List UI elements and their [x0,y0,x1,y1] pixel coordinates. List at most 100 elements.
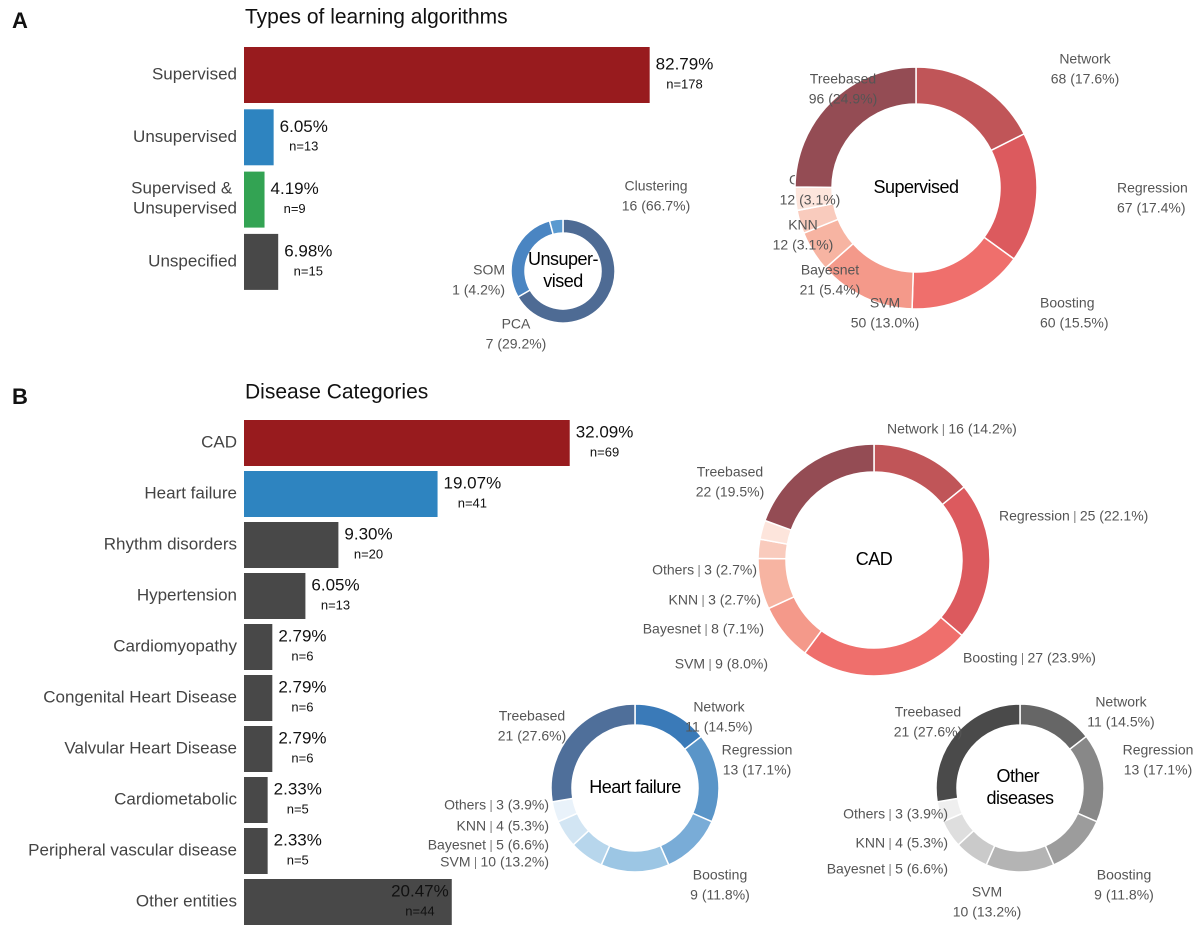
value-label: 2.79% [278,626,326,645]
donut-slice [763,443,875,531]
n-label: n=178 [666,76,703,91]
bar [244,828,268,874]
n-label: n=6 [291,699,313,714]
n-label: n=6 [291,648,313,663]
bar [244,726,273,772]
slice-value: 25 (22.1%) [1080,508,1148,524]
bar [244,675,273,721]
n-label: n=15 [294,263,323,278]
slice-label: Others [652,562,694,578]
slice-label: SVM [972,884,1002,900]
slice-label: Boosting [963,650,1017,666]
category-label: CAD [201,432,237,451]
slice-value: 12 (3.1%) [773,237,834,253]
value-label: 82.79% [656,54,714,73]
bar [244,777,268,823]
bar [244,109,274,166]
n-label: n=9 [284,201,306,216]
bar [244,624,273,670]
slice-label: SVM [440,854,470,870]
category-label: Heart failure [144,483,237,502]
value-label: 4.19% [271,179,319,198]
slice-label: Bayesnet [643,621,701,637]
value-label: 32.09% [576,422,634,441]
slice-value: 7 (29.2%) [486,336,547,352]
category-label: Congenital Heart Disease [43,687,237,706]
n-label: n=5 [287,801,309,816]
slice-label: SVM [870,295,900,311]
value-label: 19.07% [444,473,502,492]
slice-label: Others [843,806,885,822]
slice-value: 1 (4.2%) [452,282,505,298]
slice-value: 13 (17.1%) [723,762,791,778]
slice-label: KNN [856,835,886,851]
donut-slice [915,66,1026,152]
slice-value: 96 (24.9%) [809,91,877,107]
slice-value: 60 (15.5%) [1040,315,1108,331]
category-label: Unsupervised [133,127,237,146]
slice-value: 5 (6.6%) [895,861,948,877]
donut-slice [939,485,991,637]
n-label: n=6 [291,750,313,765]
category-label: Cardiomyopathy [113,636,237,655]
value-label: 20.47% [391,881,449,900]
slice-label: Clustering [624,178,687,194]
donut-slice [985,844,1055,873]
slice-value: 4 (5.3%) [895,835,948,851]
slice-label: Others [444,797,486,813]
slice-label: KNN [669,592,699,608]
slice-value: 67 (17.4%) [1117,200,1185,216]
value-label: 2.33% [274,779,322,798]
value-label: 6.98% [284,241,332,260]
category-label: Cardiometabolic [114,789,237,808]
slice-label: Boosting [693,867,747,883]
slice-value: 3 (2.7%) [704,562,757,578]
donut-center-title: Supervised [873,177,958,197]
slice-value: 21 (27.6%) [894,724,962,740]
n-label: n=13 [289,139,318,154]
slice-value: 21 (5.4%) [800,282,861,298]
donut-center-title: Other diseases [986,766,1054,808]
bar [244,171,265,228]
donut-center-title: Heart failure [589,777,681,797]
donut-slice [1019,703,1088,751]
slice-value: 22 (19.5%) [696,484,764,500]
category-label: Peripheral vascular disease [28,840,237,859]
donut-slice [548,218,564,236]
slice-label: Regression [722,742,793,758]
slice-value: 68 (17.6%) [1051,71,1119,87]
category-label: Rhythm disorders [104,534,237,553]
donut-slice [600,844,670,873]
donut-center-title: Unsuper-vised [528,249,599,291]
slice-value: 13 (17.1%) [1124,762,1192,778]
slice-label: PCA [502,316,531,332]
bar [244,233,279,290]
slice-label: Bayesnet [801,262,859,278]
donut-slice [911,236,1016,310]
donut-slice [1044,812,1098,866]
slice-label: Regression [999,508,1070,524]
slice-label: Bayesnet [827,861,885,877]
bar [244,879,452,925]
slice-label: Bayesnet [428,837,486,853]
value-label: 9.30% [344,524,392,543]
n-label: n=69 [590,444,619,459]
slice-value: 10 (13.2%) [481,854,549,870]
slice-label: Regression [1117,180,1188,196]
value-label: 2.79% [278,728,326,747]
slice-label: Treebased [810,71,876,87]
slice-label: Treebased [499,708,565,724]
slice-value: 3 (3.9%) [895,806,948,822]
slice-value: 11 (14.5%) [1087,714,1154,730]
bar [244,522,339,568]
donut-slice [803,616,964,677]
slice-value: 4 (5.3%) [496,818,549,834]
n-label: n=5 [287,852,309,867]
category-label: Valvular Heart Disease [64,738,237,757]
donut-slice [935,703,1021,803]
slice-label: Regression [1123,742,1194,758]
slice-label: Network [693,699,745,715]
category-label: Supervised [152,64,237,83]
category-label: Hypertension [137,585,237,604]
donut-slice [982,132,1038,261]
